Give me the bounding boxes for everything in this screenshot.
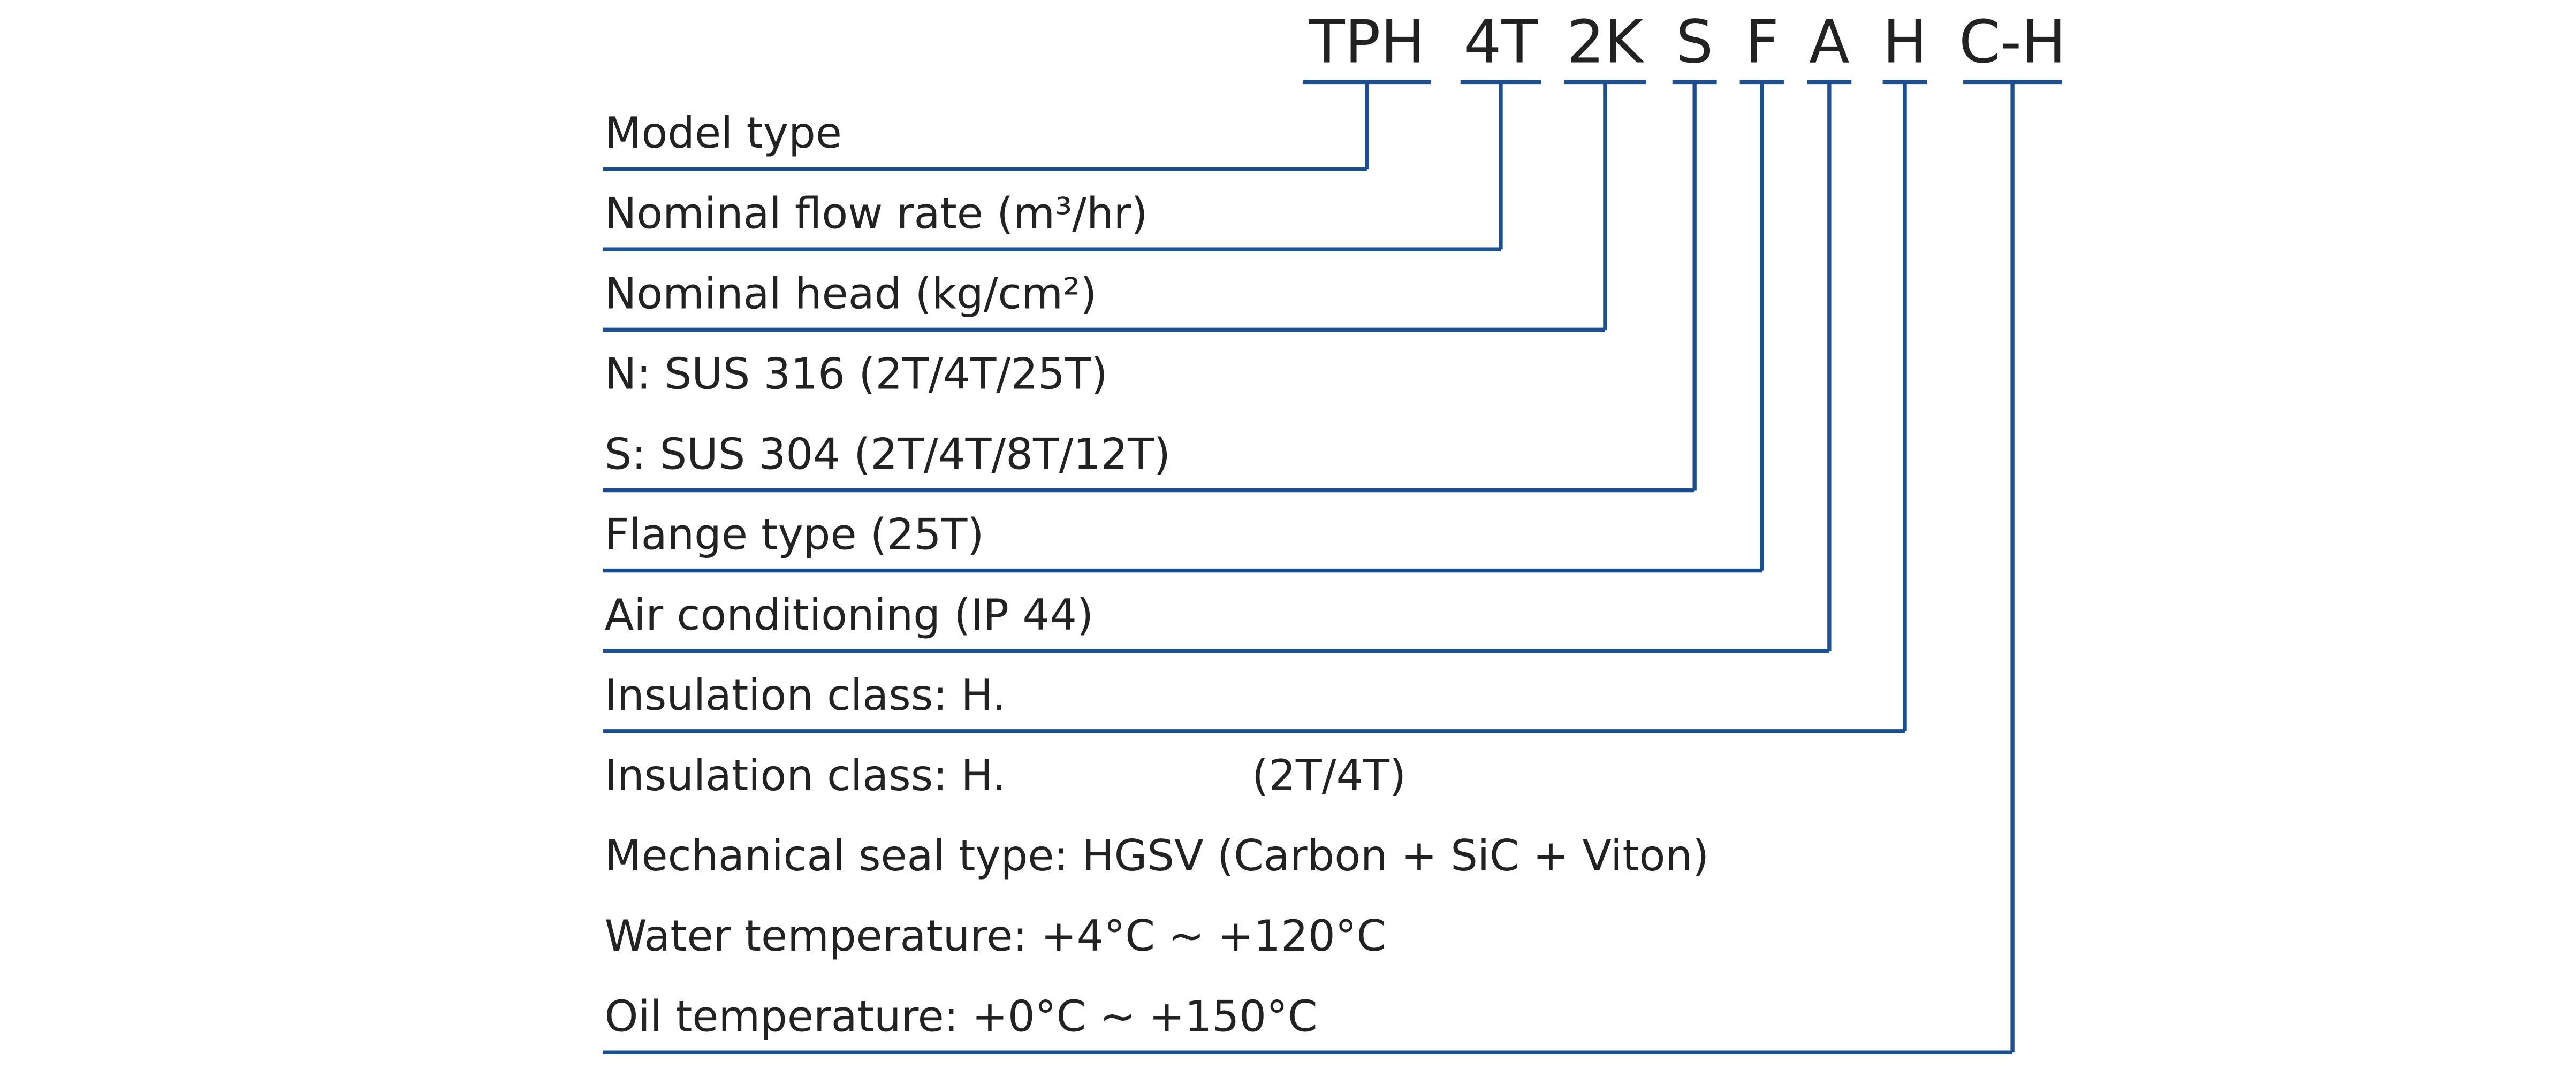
model-code: C-H [1959,8,2066,77]
model-code: 4T [1464,8,1538,77]
row-note: (2T/4T) [1252,751,1406,800]
row-label: Oil temperature: +0°C ~ +150°C [605,991,1318,1041]
row-label: Water temperature: +4°C ~ +120°C [605,911,1387,961]
model-code: TPH [1308,8,1425,77]
row-label: Model type [605,108,842,158]
row-label: Mechanical seal type: HGSV (Carbon + SiC… [605,831,1709,881]
model-code: A [1809,8,1850,77]
row-label: Nominal flow rate (m³/hr) [605,188,1148,238]
row-label: Insulation class: H. [605,670,1006,720]
model-code: 2K [1567,8,1645,77]
model-code: S [1676,8,1713,77]
row-label: Flange type (25T) [605,510,984,560]
row-label: N: SUS 316 (2T/4T/25T) [605,349,1108,399]
row-label: Air conditioning (IP 44) [605,590,1093,640]
row-label: Insulation class: H. [605,751,1006,800]
model-code: F [1745,8,1779,77]
row-label: Nominal head (kg/cm²) [605,269,1097,318]
row-label: S: SUS 304 (2T/4T/8T/12T) [605,430,1171,479]
model-code: H [1883,8,1927,77]
